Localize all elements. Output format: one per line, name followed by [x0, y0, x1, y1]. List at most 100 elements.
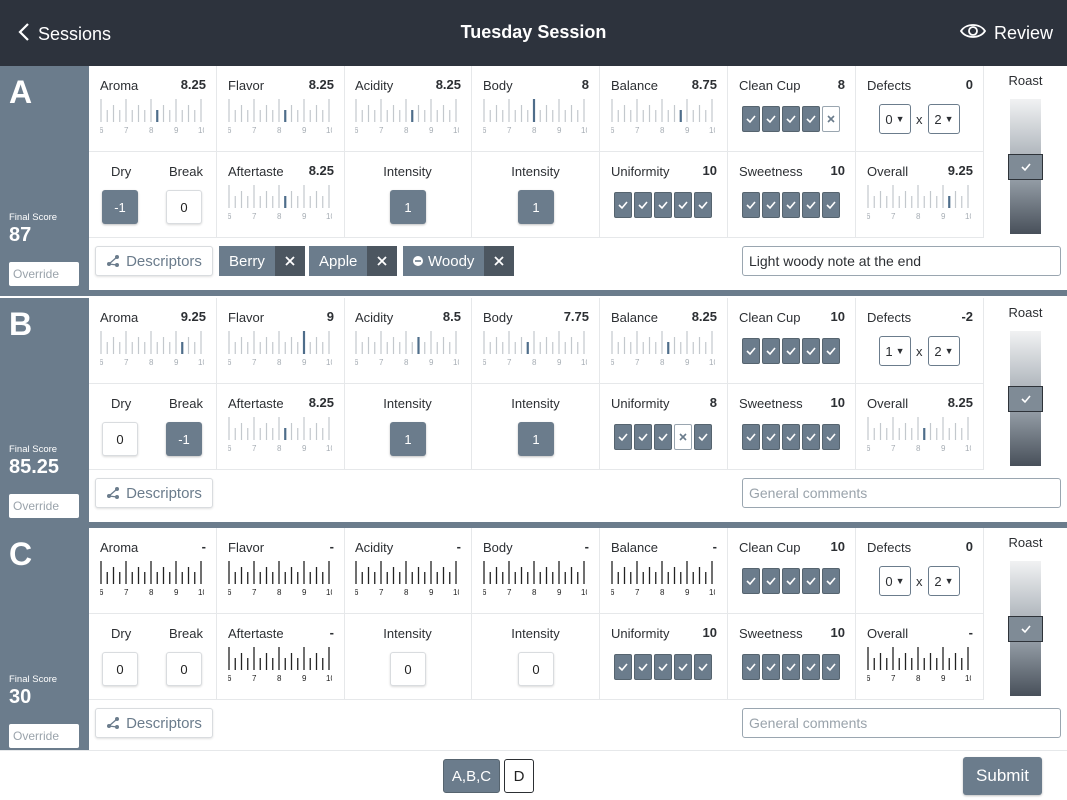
acidity-intensity-button[interactable]: 1	[390, 422, 426, 456]
defect-intensity-select[interactable]: 2 ▼	[928, 336, 960, 366]
aftertaste-scale[interactable]: 6 7 8 9 10	[227, 415, 335, 453]
cup-checkbox[interactable]	[742, 654, 760, 680]
cup-checkbox[interactable]	[654, 192, 672, 218]
aroma-scale[interactable]: 6 7 8 9 10	[99, 97, 207, 135]
defect-intensity-select[interactable]: 2 ▼	[928, 566, 960, 596]
cup-checkbox[interactable]	[802, 654, 820, 680]
back-button[interactable]: Sessions	[18, 22, 111, 47]
cup-checkbox[interactable]	[742, 192, 760, 218]
cup-checkbox[interactable]	[782, 192, 800, 218]
roast-handle[interactable]	[1008, 153, 1043, 180]
aftertaste-scale[interactable]: 6 7 8 9 10	[227, 183, 335, 221]
group-abc-button[interactable]: A,B,C	[443, 759, 500, 793]
cup-checkbox[interactable]	[822, 424, 840, 450]
cup-checkbox[interactable]	[822, 338, 840, 364]
defect-cups-select[interactable]: 1 ▼	[879, 336, 911, 366]
acidity-intensity-button[interactable]: 1	[390, 190, 426, 224]
cup-checkbox[interactable]	[782, 654, 800, 680]
comment-input[interactable]	[742, 478, 1061, 508]
cup-checkbox[interactable]	[674, 654, 692, 680]
break-button[interactable]: 0	[166, 190, 202, 224]
cup-checkbox[interactable]	[614, 192, 632, 218]
override-input[interactable]: Override	[9, 494, 79, 518]
cup-checkbox[interactable]	[762, 654, 780, 680]
body-intensity-button[interactable]: 1	[518, 422, 554, 456]
body-scale[interactable]: 6 7 8 9 10	[482, 329, 590, 367]
break-button[interactable]: 0	[166, 652, 202, 686]
cup-checkbox[interactable]	[762, 424, 780, 450]
flavor-scale[interactable]: 6 7 8 9 10	[227, 329, 335, 367]
roast-slider[interactable]: Roast	[984, 298, 1067, 470]
defect-intensity-select[interactable]: 2 ▼	[928, 104, 960, 134]
cup-checkbox[interactable]	[742, 106, 760, 132]
roast-handle[interactable]	[1008, 385, 1043, 412]
remove-tag-button[interactable]	[367, 246, 398, 276]
overall-scale[interactable]: 6 7 8 9 10	[866, 645, 974, 683]
cup-checkbox[interactable]	[782, 424, 800, 450]
body-intensity-button[interactable]: 1	[518, 190, 554, 224]
cup-checkbox[interactable]	[782, 106, 800, 132]
overall-scale[interactable]: 6 7 8 9 10	[866, 415, 974, 453]
cup-checkbox[interactable]	[802, 338, 820, 364]
body-scale[interactable]: 6 7 8 9 10	[482, 559, 590, 597]
override-input[interactable]: Override	[9, 262, 79, 286]
remove-tag-button[interactable]	[484, 246, 515, 276]
flavor-scale[interactable]: 6 7 8 9 10	[227, 97, 335, 135]
cup-checkbox[interactable]	[614, 424, 632, 450]
dry-button[interactable]: -1	[102, 190, 138, 224]
aroma-scale[interactable]: 6 7 8 9 10	[99, 329, 207, 367]
cup-checkbox[interactable]	[654, 424, 672, 450]
cup-checkbox[interactable]	[802, 424, 820, 450]
cup-checkbox[interactable]	[742, 338, 760, 364]
cup-checkbox[interactable]	[802, 568, 820, 594]
cup-checkbox[interactable]	[782, 568, 800, 594]
body-intensity-button[interactable]: 0	[518, 652, 554, 686]
acidity-intensity-button[interactable]: 0	[390, 652, 426, 686]
cup-checkbox[interactable]	[762, 568, 780, 594]
cup-checkbox[interactable]	[802, 106, 820, 132]
acidity-scale[interactable]: 6 7 8 9 10	[354, 329, 462, 367]
roast-slider[interactable]: Roast	[984, 66, 1067, 238]
defect-cups-select[interactable]: 0 ▼	[879, 566, 911, 596]
cup-checkbox[interactable]	[694, 192, 712, 218]
override-input[interactable]: Override	[9, 724, 79, 748]
cup-checkbox[interactable]	[762, 106, 780, 132]
comment-input[interactable]	[742, 708, 1061, 738]
balance-scale[interactable]: 6 7 8 9 10	[610, 329, 718, 367]
dry-button[interactable]: 0	[102, 652, 138, 686]
cup-checkbox[interactable]	[674, 192, 692, 218]
cup-checkbox[interactable]	[654, 654, 672, 680]
aroma-scale[interactable]: 6 7 8 9 10	[99, 559, 207, 597]
cup-checkbox[interactable]	[822, 568, 840, 594]
descriptors-button[interactable]: Descriptors	[95, 246, 213, 276]
cup-checkbox[interactable]	[634, 654, 652, 680]
cup-checkbox[interactable]	[802, 192, 820, 218]
balance-scale[interactable]: 6 7 8 9 10	[610, 559, 718, 597]
remove-tag-button[interactable]	[274, 246, 305, 276]
dry-button[interactable]: 0	[102, 422, 138, 456]
cup-checkbox[interactable]	[742, 568, 760, 594]
cup-checkbox[interactable]	[742, 424, 760, 450]
acidity-scale[interactable]: 6 7 8 9 10	[354, 97, 462, 135]
cup-checkbox[interactable]	[822, 106, 840, 132]
break-button[interactable]: -1	[166, 422, 202, 456]
submit-button[interactable]: Submit	[963, 757, 1042, 795]
cup-checkbox[interactable]	[762, 192, 780, 218]
cup-checkbox[interactable]	[762, 338, 780, 364]
cup-checkbox[interactable]	[634, 192, 652, 218]
cup-checkbox[interactable]	[634, 424, 652, 450]
flavor-scale[interactable]: 6 7 8 9 10	[227, 559, 335, 597]
comment-input[interactable]	[742, 246, 1061, 276]
roast-handle[interactable]	[1008, 615, 1043, 642]
defect-cups-select[interactable]: 0 ▼	[879, 104, 911, 134]
descriptors-button[interactable]: Descriptors	[95, 478, 213, 508]
cup-checkbox[interactable]	[822, 654, 840, 680]
overall-scale[interactable]: 6 7 8 9 10	[866, 183, 974, 221]
cup-checkbox[interactable]	[694, 424, 712, 450]
acidity-scale[interactable]: 6 7 8 9 10	[354, 559, 462, 597]
body-scale[interactable]: 6 7 8 9 10	[482, 97, 590, 135]
cup-checkbox[interactable]	[674, 424, 692, 450]
review-button[interactable]: Review	[959, 22, 1053, 45]
cup-checkbox[interactable]	[694, 654, 712, 680]
descriptors-button[interactable]: Descriptors	[95, 708, 213, 738]
